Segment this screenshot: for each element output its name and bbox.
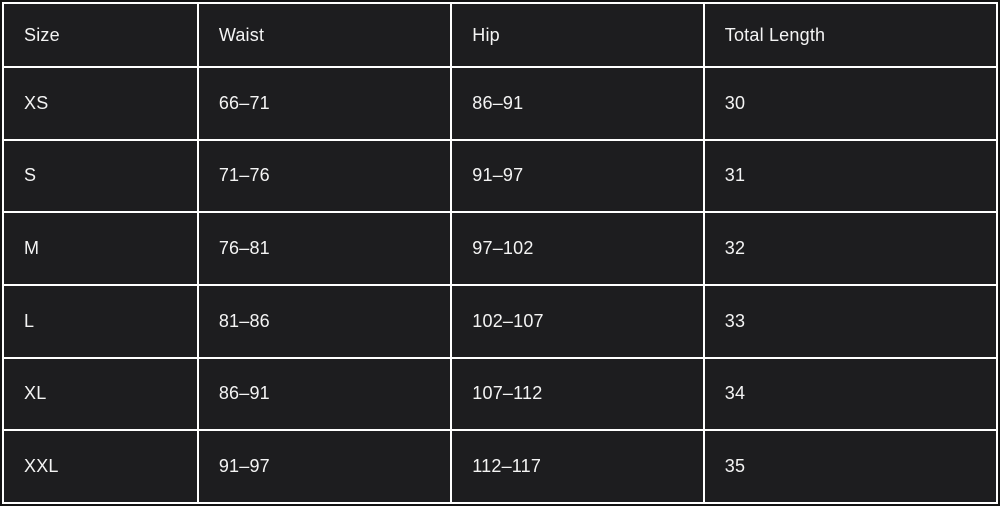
- cell-total-length: 35: [702, 429, 999, 504]
- table-row: XL 86–91 107–112 34: [2, 356, 999, 432]
- cell-total-length: 31: [702, 138, 999, 214]
- cell-waist: 81–86: [196, 283, 453, 359]
- cell-size: M: [2, 211, 199, 286]
- cell-total-length: 34: [702, 356, 999, 432]
- header-row: Size Waist Hip Total Length: [2, 2, 999, 68]
- cell-waist: 86–91: [196, 356, 453, 432]
- table-row: M 76–81 97–102 32: [2, 211, 999, 286]
- cell-hip: 86–91: [450, 66, 705, 141]
- cell-waist: 66–71: [196, 66, 453, 141]
- cell-total-length: 32: [702, 211, 999, 286]
- cell-hip: 107–112: [450, 356, 705, 432]
- column-header-total-length: Total Length: [702, 2, 999, 68]
- cell-hip: 91–97: [450, 138, 705, 214]
- cell-hip: 97–102: [450, 211, 705, 286]
- cell-waist: 91–97: [196, 429, 453, 504]
- cell-total-length: 30: [702, 66, 999, 141]
- cell-hip: 112–117: [450, 429, 705, 504]
- table-row: XS 66–71 86–91 30: [2, 66, 999, 141]
- cell-size: XXL: [2, 429, 199, 504]
- cell-size: XS: [2, 66, 199, 141]
- table-row: XXL 91–97 112–117 35: [2, 429, 999, 504]
- cell-total-length: 33: [702, 283, 999, 359]
- cell-size: L: [2, 283, 199, 359]
- column-header-hip: Hip: [450, 2, 705, 68]
- table-row: L 81–86 102–107 33: [2, 283, 999, 359]
- column-header-waist: Waist: [196, 2, 453, 68]
- cell-hip: 102–107: [450, 283, 705, 359]
- table-body: XS 66–71 86–91 30 S 71–76 91–97 31 M 76–…: [2, 66, 999, 504]
- cell-waist: 71–76: [196, 138, 453, 214]
- cell-size: S: [2, 138, 199, 214]
- column-header-size: Size: [2, 2, 199, 68]
- cell-waist: 76–81: [196, 211, 453, 286]
- table-row: S 71–76 91–97 31: [2, 138, 999, 214]
- cell-size: XL: [2, 356, 199, 432]
